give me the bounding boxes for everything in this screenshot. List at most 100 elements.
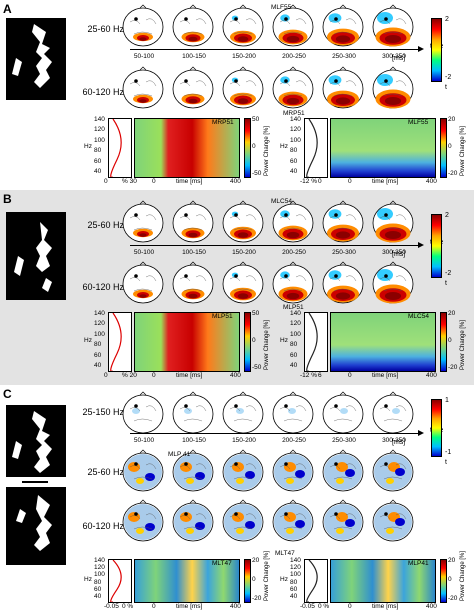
time-tick: 400 (426, 372, 437, 379)
power-profile-plot (304, 312, 328, 372)
profile-tick: 0 % (318, 603, 330, 610)
spectrogram-heatmap (134, 118, 240, 178)
colorbar (431, 214, 442, 278)
hz-tick: 80 (290, 578, 298, 586)
topography-head (120, 449, 166, 493)
freq-label-row1: 25-60 Hz (87, 220, 124, 230)
time-tick: 0 (152, 372, 156, 379)
time-window-label: 100-150 (182, 53, 206, 60)
power-tick: 20 (252, 557, 260, 564)
topography-head (170, 499, 216, 543)
topography-head (320, 66, 366, 110)
hz-tick: 40 (94, 593, 102, 600)
sensor-label: MLC54 (271, 198, 292, 205)
time-axis-label: time [ms] (176, 372, 203, 379)
time-tick: 0 (348, 178, 352, 185)
topography-head (170, 4, 216, 48)
profile-tick: % 20 (122, 372, 137, 379)
hz-tick: 120 (290, 564, 301, 572)
topography-head (370, 391, 416, 435)
time-window-label: 150-200 (232, 437, 256, 444)
spectrogram-heatmap (330, 312, 436, 372)
mooney-face-image (6, 405, 66, 477)
topography-head (370, 499, 416, 543)
topography-head (220, 261, 266, 305)
axis-unit: [ms] (392, 251, 406, 258)
topography-head (270, 499, 316, 543)
topography-head (320, 200, 366, 244)
hz-tick: 140 (94, 557, 105, 564)
spectrogram-heatmap (330, 559, 436, 603)
hz-tick: 140 (94, 116, 105, 123)
topography-head (220, 499, 266, 543)
time-window-label: 50-100 (133, 249, 155, 256)
topography-head (370, 449, 416, 493)
hz-label: Hz (280, 576, 288, 583)
colorbar-max: 2 (445, 212, 449, 219)
power-colorbar (244, 312, 251, 372)
spectrogram-sensor-label: MLC54 (408, 313, 429, 320)
hz-tick: 120 (94, 126, 105, 134)
topography-head (270, 66, 316, 110)
scale-bar (22, 481, 48, 483)
power-axis-label: Power Change [%] (264, 125, 270, 176)
power-colorbar (440, 559, 447, 603)
time-tick: 400 (230, 603, 241, 610)
topography-head (170, 66, 216, 110)
time-axis: 50-100 100-150 150-200 200-250 250-300 300-35… (130, 239, 443, 259)
time-window-label: 200-250 (282, 53, 306, 60)
profile-tick: 0 (104, 178, 108, 185)
topography-head (170, 261, 216, 305)
hz-label: Hz (280, 337, 288, 344)
power-tick: 0 (252, 576, 256, 583)
power-tick: -20 (448, 595, 458, 602)
hz-tick: 80 (94, 578, 102, 586)
time-window-label: 300-350 (382, 437, 406, 444)
time-window-label: 300-350 (382, 53, 406, 60)
hz-label: Hz (280, 143, 288, 150)
power-profile-plot (304, 118, 328, 178)
freq-label-row1: 25-60 Hz (87, 24, 124, 34)
power-tick: 20 (448, 116, 456, 123)
freq-label-row2: 60-120 Hz (82, 282, 124, 292)
topography-head (170, 391, 216, 435)
topography-head (270, 200, 316, 244)
power-profile-plot (108, 118, 132, 178)
topography-head (370, 66, 416, 110)
time-window-label: 250-300 (332, 437, 356, 444)
time-axis-label: time [ms] (176, 178, 203, 185)
colorbar-label: t (445, 280, 447, 287)
time-window-label: 300-350 (382, 249, 406, 256)
panel-label: C (3, 387, 12, 401)
mooney-face-image (6, 212, 66, 300)
hz-tick: 60 (290, 157, 298, 165)
time-axis: 50-100 100-150 150-200 200-250 250-300 300-35… (130, 427, 443, 447)
power-profile-plot (108, 312, 132, 372)
topography-head (370, 261, 416, 305)
topography-head (120, 200, 166, 244)
hz-tick: 40 (94, 168, 102, 175)
hz-tick: 140 (290, 116, 301, 123)
axis-line (130, 49, 420, 50)
sensor-label: MLF55 (271, 4, 292, 11)
power-profile-plot (304, 559, 328, 603)
axis-line (130, 245, 420, 246)
topography-head (120, 66, 166, 110)
power-tick: -20 (448, 170, 458, 177)
colorbar-max: 1 (445, 397, 449, 404)
power-axis-label: Power Change [%] (460, 319, 466, 370)
hz-label: Hz (84, 143, 92, 150)
topography-head (120, 499, 166, 543)
profile-tick: 0 (104, 372, 108, 379)
hz-tick: 60 (94, 157, 102, 165)
panel-label: B (3, 192, 12, 206)
topography-head (220, 66, 266, 110)
spectrogram-pair: Hz 140 120 100 80 60 40 0% 30 MRP51 0 time [ms] 400… (80, 116, 470, 190)
panel-label: A (3, 2, 12, 16)
hz-tick: 60 (94, 351, 102, 359)
profile-tick: % 30 (122, 178, 137, 185)
power-tick: 50 (252, 116, 260, 123)
sensor-label: MLP 41 (168, 451, 191, 458)
power-tick: -20 (448, 364, 458, 371)
topography-head (370, 200, 416, 244)
